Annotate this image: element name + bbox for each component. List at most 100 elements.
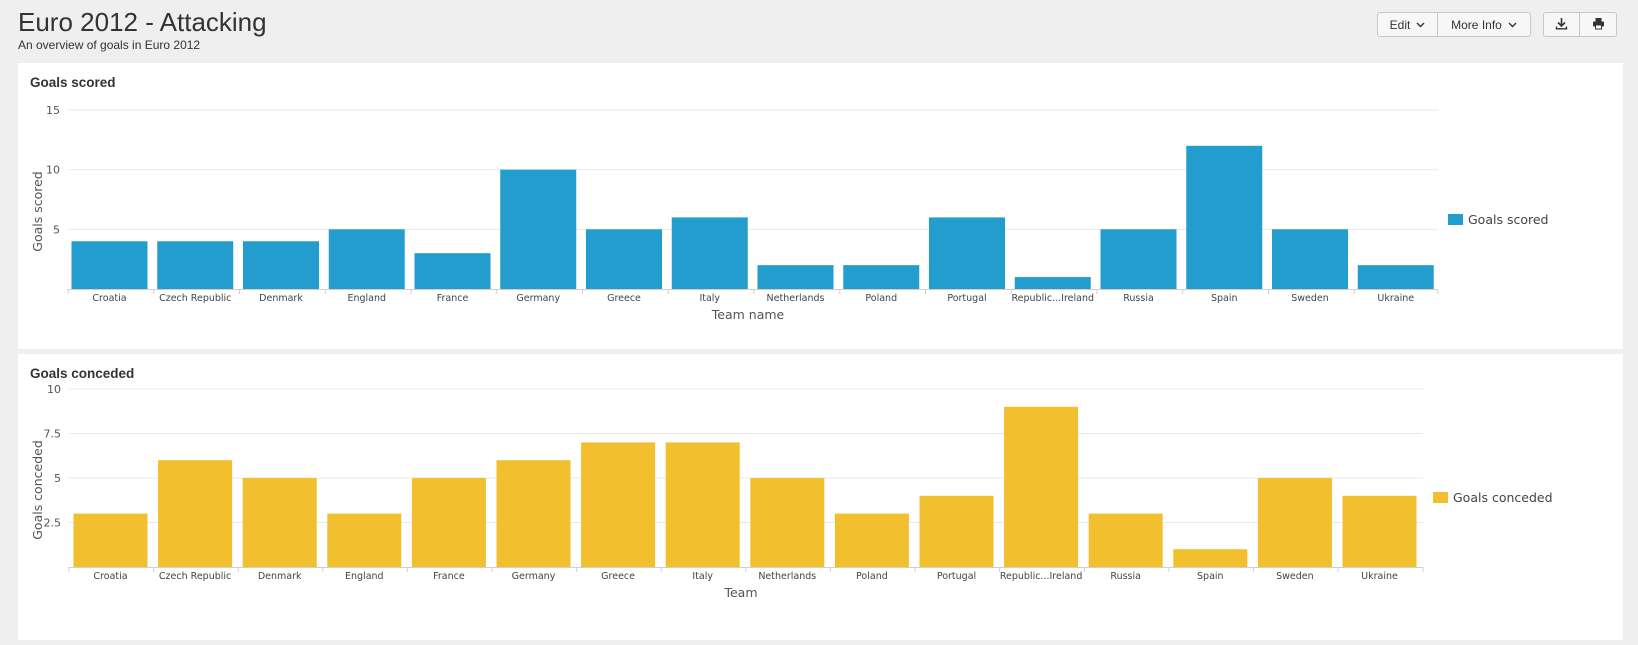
x-axis-title: Team name bbox=[711, 307, 785, 322]
legend-swatch bbox=[1433, 492, 1448, 503]
bar-france[interactable] bbox=[411, 478, 486, 567]
x-tick-label: Sweden bbox=[1291, 293, 1329, 304]
goals-conceded-chart: 2.5 5 7.5 10 Croatia Czech Republic Denmark Eng… bbox=[30, 383, 1553, 600]
x-tick-label: Italy bbox=[692, 571, 713, 582]
x-tick-label: Denmark bbox=[259, 293, 303, 304]
y-tick-label: 5 bbox=[54, 472, 61, 485]
x-tick-label: Portugal bbox=[937, 571, 976, 582]
goals-conceded-panel: Goals conceded 2.5 5 7.5 10 Croatia Czech Rep… bbox=[18, 354, 1623, 640]
y-tick-label: 5 bbox=[53, 223, 60, 236]
x-tick-label: Republic...Ireland bbox=[1000, 571, 1083, 582]
bar-france[interactable] bbox=[414, 253, 491, 289]
bar-croatia[interactable] bbox=[71, 241, 148, 289]
bar-sweden[interactable] bbox=[1272, 229, 1348, 289]
print-icon bbox=[1592, 17, 1605, 33]
bar-poland[interactable] bbox=[843, 265, 920, 289]
edit-button[interactable]: Edit bbox=[1377, 12, 1438, 37]
goals-scored-panel: Goals scored 5 10 15 Croatia Czech Republic D… bbox=[18, 63, 1623, 349]
y-axis-title: Goals scored bbox=[30, 171, 45, 251]
more-info-button[interactable]: More Info bbox=[1438, 12, 1531, 37]
x-tick-label: Republic...Ireland bbox=[1011, 293, 1094, 304]
chevron-down-icon bbox=[1508, 20, 1517, 30]
bar-germany[interactable] bbox=[496, 460, 571, 567]
bar-netherlands[interactable] bbox=[750, 478, 825, 567]
x-axis-title: Team bbox=[723, 585, 757, 600]
bar-england[interactable] bbox=[327, 513, 402, 567]
x-tick-label: Italy bbox=[699, 293, 720, 304]
x-tick-label: Greece bbox=[601, 571, 635, 582]
legend-swatch bbox=[1448, 214, 1463, 225]
x-tick-label: Ukraine bbox=[1377, 293, 1414, 304]
bar-portugal[interactable] bbox=[929, 217, 1005, 289]
bar-netherlands[interactable] bbox=[757, 265, 834, 289]
x-tick-label: France bbox=[433, 571, 465, 582]
legend-label[interactable]: Goals conceded bbox=[1453, 490, 1553, 505]
y-tick-label: 15 bbox=[46, 104, 60, 117]
bar-republic-ireland[interactable] bbox=[1004, 406, 1079, 567]
bar-croatia[interactable] bbox=[73, 513, 148, 567]
x-tick-label: Croatia bbox=[92, 293, 126, 304]
page-title: Euro 2012 - Attacking bbox=[18, 7, 267, 37]
x-tick-label: Greece bbox=[607, 293, 641, 304]
bar-denmark[interactable] bbox=[243, 241, 319, 289]
download-icon bbox=[1555, 17, 1568, 33]
y-tick-label: 10 bbox=[46, 164, 60, 177]
export-button-group bbox=[1543, 12, 1617, 37]
x-tick-label: Portugal bbox=[947, 293, 986, 304]
x-tick-label: Czech Republic bbox=[159, 571, 231, 582]
goals-scored-chart: 5 10 15 Croatia Czech Republic Denmark England… bbox=[30, 104, 1548, 322]
x-tick-label: Spain bbox=[1211, 293, 1238, 304]
bar-czech-republic[interactable] bbox=[157, 241, 234, 289]
bar-spain[interactable] bbox=[1173, 549, 1248, 567]
bar-spain[interactable] bbox=[1186, 145, 1263, 289]
bar-italy[interactable] bbox=[671, 217, 748, 289]
bar-denmark[interactable] bbox=[242, 478, 317, 567]
bar-italy[interactable] bbox=[665, 442, 740, 567]
toolbar: Edit More Info bbox=[1377, 12, 1617, 37]
download-button[interactable] bbox=[1543, 12, 1580, 37]
chevron-down-icon bbox=[1416, 20, 1425, 30]
x-tick-label: Denmark bbox=[258, 571, 302, 582]
bar-greece[interactable] bbox=[586, 229, 662, 289]
x-tick-label: Netherlands bbox=[767, 293, 825, 304]
bar-czech-republic[interactable] bbox=[158, 460, 233, 567]
x-tick-label: England bbox=[347, 293, 386, 304]
x-tick-label: Ukraine bbox=[1361, 571, 1398, 582]
x-tick-label: Germany bbox=[516, 293, 560, 304]
x-tick-label: France bbox=[437, 293, 469, 304]
bar-ukraine[interactable] bbox=[1342, 495, 1417, 567]
bar-germany[interactable] bbox=[500, 169, 577, 289]
x-tick-label: England bbox=[345, 571, 384, 582]
x-tick-label: Croatia bbox=[93, 571, 127, 582]
y-axis-title: Goals conceded bbox=[30, 440, 45, 540]
x-tick-label: Russia bbox=[1110, 571, 1141, 582]
x-tick-label: Spain bbox=[1197, 571, 1224, 582]
bar-ukraine[interactable] bbox=[1357, 265, 1434, 289]
x-tick-label: Czech Republic bbox=[159, 293, 231, 304]
panel-title: Goals conceded bbox=[30, 366, 135, 381]
x-tick-label: Poland bbox=[865, 293, 897, 304]
bar-russia[interactable] bbox=[1100, 229, 1177, 289]
y-tick-label: 7.5 bbox=[44, 428, 62, 441]
bar-russia[interactable] bbox=[1088, 513, 1163, 567]
x-tick-label: Poland bbox=[856, 571, 888, 582]
bar-sweden[interactable] bbox=[1257, 478, 1332, 567]
page-subtitle: An overview of goals in Euro 2012 bbox=[18, 38, 201, 52]
bar-poland[interactable] bbox=[834, 513, 909, 567]
panel-title: Goals scored bbox=[30, 75, 116, 90]
more-info-button-label: More Info bbox=[1451, 17, 1502, 32]
page-header: Euro 2012 - Attacking An overview of goa… bbox=[18, 6, 267, 52]
edit-button-label: Edit bbox=[1389, 17, 1411, 32]
bar-portugal[interactable] bbox=[919, 495, 994, 567]
x-tick-label: Netherlands bbox=[758, 571, 816, 582]
action-button-group: Edit More Info bbox=[1377, 12, 1531, 37]
x-tick-label: Sweden bbox=[1276, 571, 1314, 582]
print-button[interactable] bbox=[1580, 12, 1617, 37]
legend-label[interactable]: Goals scored bbox=[1468, 212, 1548, 227]
bar-greece[interactable] bbox=[581, 442, 656, 567]
y-tick-label: 2.5 bbox=[44, 517, 62, 530]
x-tick-label: Germany bbox=[512, 571, 556, 582]
bar-england[interactable] bbox=[328, 229, 405, 289]
bar-republic-ireland[interactable] bbox=[1014, 277, 1091, 289]
y-tick-label: 10 bbox=[47, 383, 61, 396]
